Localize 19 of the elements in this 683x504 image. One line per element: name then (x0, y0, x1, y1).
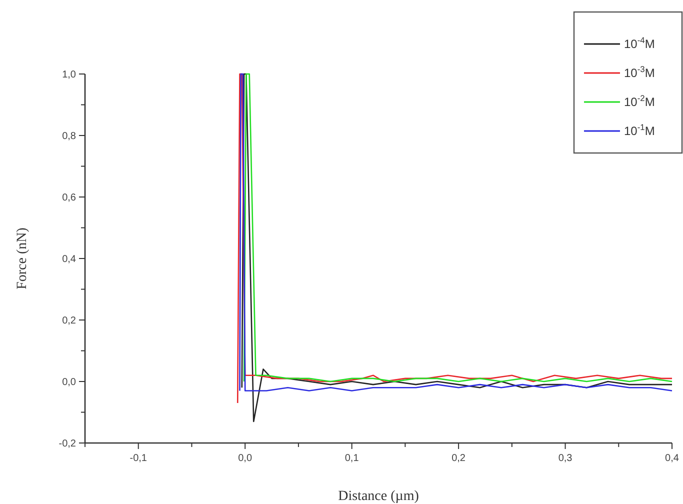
y-tick-label: 0,0 (62, 377, 76, 388)
y-tick-label: 0,2 (62, 316, 76, 326)
legend-label: 10$^{-3}$M (624, 64, 655, 80)
y-tick-label: 1,0 (62, 70, 76, 80)
y-tick-label: 0,6 (62, 192, 76, 204)
x-tick-label: 0,4 (665, 453, 680, 464)
x-axis-title: Distance (µm) (338, 489, 420, 504)
x-tick-label: 0,1 (344, 453, 360, 464)
x-tick-label: 0,2 (452, 453, 466, 464)
y-tick-label: 0,8 (62, 131, 76, 142)
legend-label: 10$^{-1}$M (624, 122, 655, 138)
legend-label: 10$^{-2}$M (624, 93, 655, 109)
x-tick-label: 0,0 (238, 453, 252, 464)
y-tick-label: 0,4 (62, 254, 76, 265)
x-tick-label: 0,3 (558, 453, 573, 464)
y-tick-label: -0,2 (58, 438, 76, 450)
x-tick-label: -0,1 (130, 453, 148, 464)
legend-label: 10$^{-4}$M (624, 35, 655, 51)
y-axis-title: Force (nN) (15, 227, 30, 290)
